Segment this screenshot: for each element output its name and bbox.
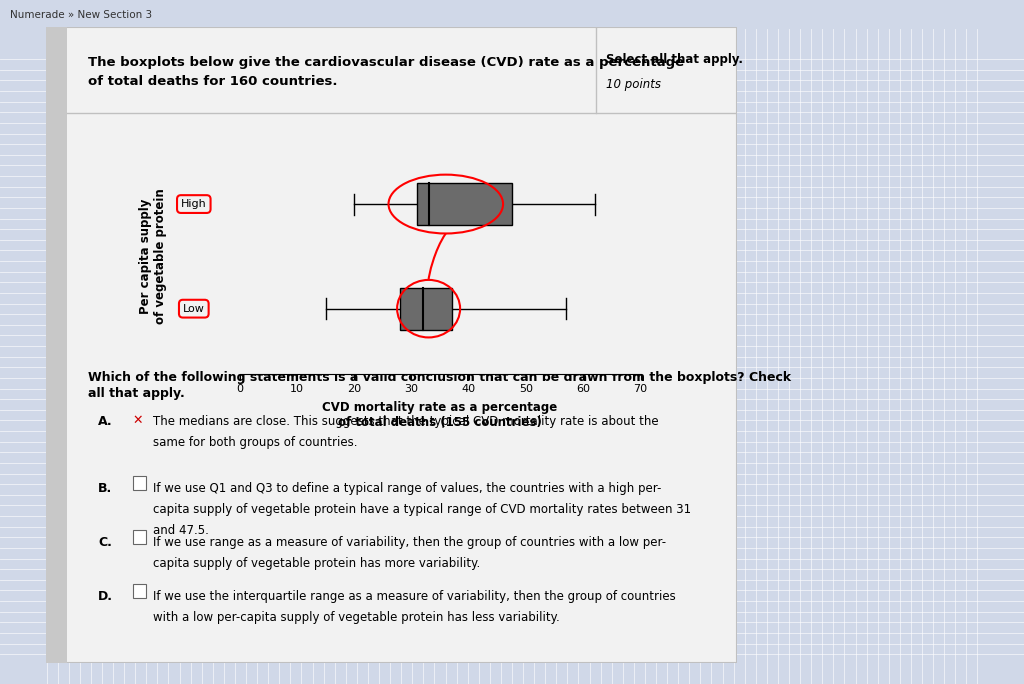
Text: Select all that apply.: Select all that apply.: [606, 53, 743, 66]
Bar: [417, 183, 512, 225]
Text: same for both groups of countries.: same for both groups of countries.: [154, 436, 357, 449]
Text: of total deaths for 160 countries.: of total deaths for 160 countries.: [87, 75, 337, 88]
Text: The boxplots below give the cardiovascular disease (CVD) rate as a percentage: The boxplots below give the cardiovascul…: [87, 56, 684, 69]
Text: 10 points: 10 points: [606, 78, 660, 91]
Text: If we use the interquartile range as a measure of variability, then the group of: If we use the interquartile range as a m…: [154, 590, 676, 603]
Text: with a low per-capita supply of vegetable protein has less variability.: with a low per-capita supply of vegetabl…: [154, 611, 560, 624]
Text: A.: A.: [98, 415, 113, 428]
Text: High: High: [181, 199, 207, 209]
FancyBboxPatch shape: [133, 530, 145, 544]
Text: capita supply of vegetable protein have a typical range of CVD mortality rates b: capita supply of vegetable protein have …: [154, 503, 691, 516]
Text: and 47.5.: and 47.5.: [154, 524, 209, 537]
Text: B.: B.: [98, 482, 113, 495]
Text: Which of the following statements is a valid conclusion that can be drawn from t: Which of the following statements is a v…: [87, 371, 791, 384]
Text: all that apply.: all that apply.: [87, 386, 184, 399]
Text: If we use Q1 and Q3 to define a typical range of values, the countries with a hi: If we use Q1 and Q3 to define a typical …: [154, 482, 662, 495]
Text: If we use range as a measure of variability, then the group of countries with a : If we use range as a measure of variabil…: [154, 536, 667, 549]
FancyBboxPatch shape: [46, 27, 737, 663]
FancyBboxPatch shape: [46, 27, 67, 663]
Text: Low: Low: [183, 304, 205, 314]
Bar: [400, 288, 452, 330]
Text: capita supply of vegetable protein has more variability.: capita supply of vegetable protein has m…: [154, 557, 480, 570]
FancyBboxPatch shape: [133, 584, 145, 598]
Text: The medians are close. This suggests that the typical CVD mortality rate is abou: The medians are close. This suggests tha…: [154, 415, 658, 428]
Text: D.: D.: [98, 590, 113, 603]
Text: Per capita supply
of vegetable protein: Per capita supply of vegetable protein: [138, 189, 167, 324]
Text: C.: C.: [98, 536, 112, 549]
Text: ✕: ✕: [132, 414, 143, 427]
X-axis label: CVD mortality rate as a percentage
of total deaths (155 countries): CVD mortality rate as a percentage of to…: [323, 402, 558, 430]
Text: Numerade » New Section 3: Numerade » New Section 3: [10, 10, 153, 20]
FancyBboxPatch shape: [133, 476, 145, 490]
